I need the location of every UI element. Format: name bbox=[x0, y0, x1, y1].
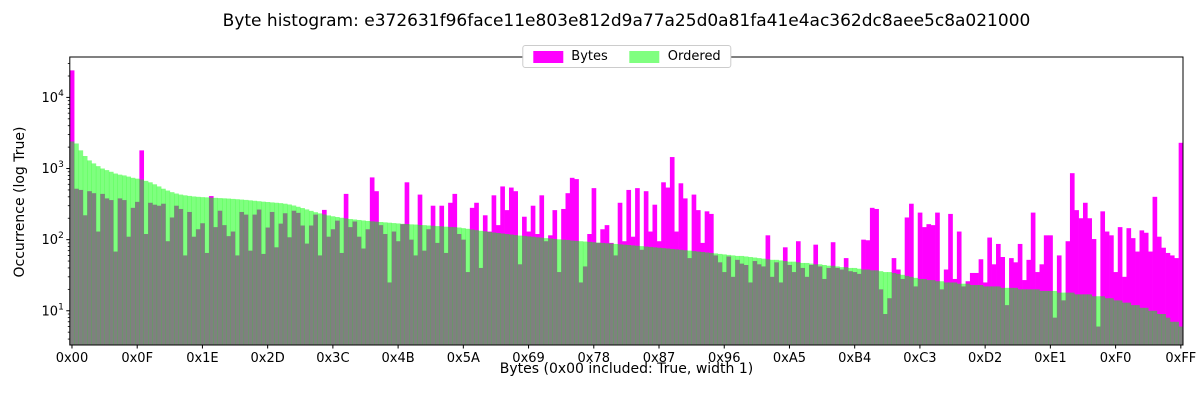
svg-text:103: 103 bbox=[42, 160, 64, 177]
svg-text:0xB4: 0xB4 bbox=[838, 351, 871, 366]
svg-text:0x3C: 0x3C bbox=[316, 351, 349, 366]
svg-text:0x5A: 0x5A bbox=[447, 351, 480, 366]
svg-text:0xE1: 0xE1 bbox=[1034, 351, 1066, 366]
svg-text:0xD2: 0xD2 bbox=[968, 351, 1002, 366]
ordered-swatch-icon bbox=[629, 50, 660, 63]
svg-text:0xA5: 0xA5 bbox=[773, 351, 806, 366]
svg-text:0x1E: 0x1E bbox=[186, 351, 218, 366]
svg-text:0x87: 0x87 bbox=[643, 351, 676, 366]
svg-text:0x96: 0x96 bbox=[708, 351, 741, 366]
bytes-swatch-icon bbox=[533, 50, 564, 63]
svg-text:0xFF: 0xFF bbox=[1165, 351, 1196, 366]
x-axis-label: Bytes (0x00 included: True, width 1) bbox=[499, 361, 754, 377]
svg-text:0xC3: 0xC3 bbox=[903, 351, 936, 366]
svg-text:0x4B: 0x4B bbox=[382, 351, 415, 366]
svg-text:101: 101 bbox=[42, 302, 64, 319]
svg-text:0x2D: 0x2D bbox=[251, 351, 285, 366]
legend-bytes-label: Bytes bbox=[571, 49, 608, 64]
svg-text:104: 104 bbox=[42, 89, 65, 106]
chart-title: Byte histogram: e372631f96face11e803e812… bbox=[222, 11, 1031, 31]
legend-entry-bytes: Bytes bbox=[533, 49, 608, 64]
axes: 0x00 0x0F 0x1E 0x2D 0x3C 0x4B 0x5A 0x69 0x78 0x87… bbox=[42, 56, 1196, 366]
svg-text:0xF0: 0xF0 bbox=[1100, 351, 1132, 366]
legend-ordered-label: Ordered bbox=[667, 49, 721, 64]
svg-text:0x0F: 0x0F bbox=[121, 351, 153, 366]
svg-text:102: 102 bbox=[42, 231, 64, 248]
svg-text:0x69: 0x69 bbox=[512, 351, 545, 366]
legend: Bytes Ordered bbox=[522, 45, 732, 68]
ordered-bars bbox=[69, 141, 1184, 345]
svg-text:0x78: 0x78 bbox=[578, 351, 611, 366]
svg-text:0x00: 0x00 bbox=[56, 351, 89, 366]
legend-entry-ordered: Ordered bbox=[629, 49, 721, 64]
